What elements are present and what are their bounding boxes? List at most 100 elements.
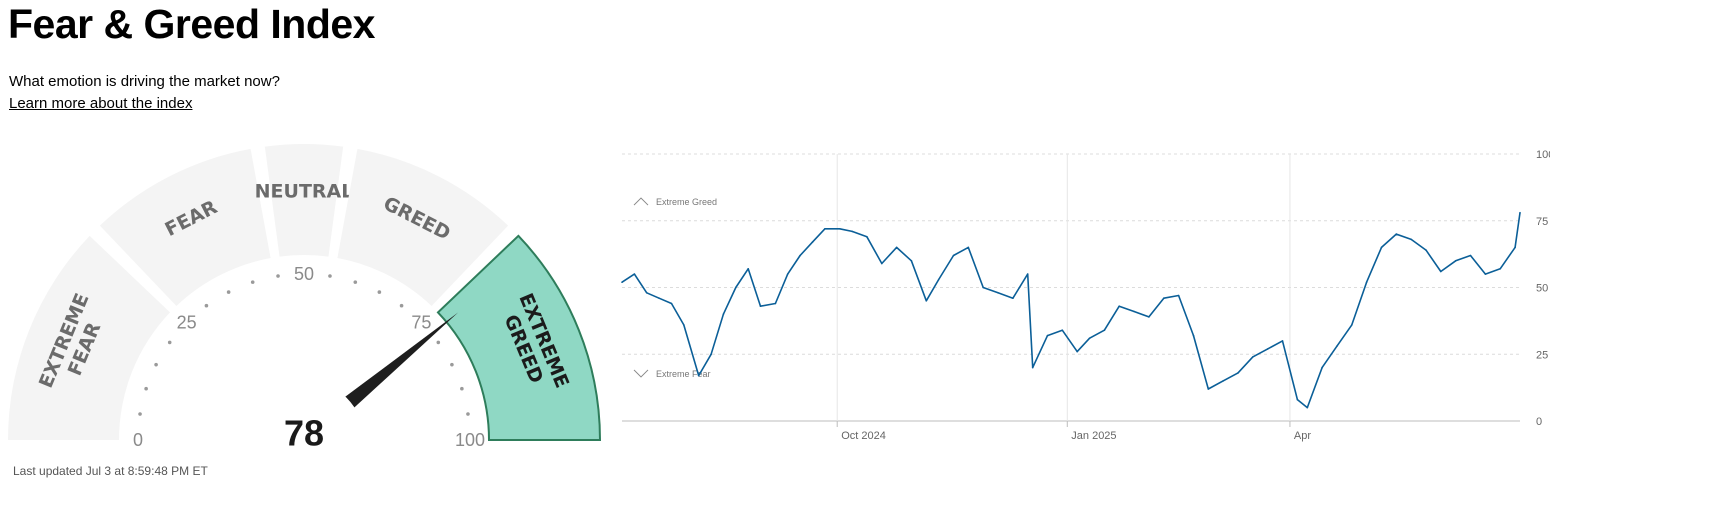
chart-data-point: [621, 281, 623, 283]
gauge-tick-label: 50: [294, 264, 314, 284]
chart-data-point: [633, 273, 636, 275]
chart-x-tick-label: Oct 2024: [841, 430, 886, 442]
chart-data-point: [759, 305, 762, 307]
gauge-tick-dot: [377, 290, 382, 294]
chart-x-ticks: Oct 2024 Jan 2025 Apr: [836, 421, 1311, 442]
learn-more-link[interactable]: Learn more about the index: [9, 95, 193, 112]
chart-data-point: [799, 254, 801, 257]
chart-x-tick-label: Jan 2025: [1071, 430, 1116, 442]
chart-y-tick-label: 100: [1536, 149, 1550, 161]
chart-data-point: [866, 236, 868, 238]
chart-data-point: [1440, 270, 1442, 273]
chart-data-point: [895, 246, 898, 249]
chart-data-point: [1336, 345, 1338, 347]
chart-bands: Extreme Greed Extreme Fear: [633, 197, 717, 379]
chart-band-label: Extreme Fear: [656, 369, 711, 379]
chart-data-point: [967, 246, 970, 249]
gauge-tick-label: 100: [455, 430, 485, 450]
chart-data-point: [1306, 406, 1309, 409]
page-subtitle: What emotion is driving the market now?: [9, 73, 280, 90]
chart-data-point: [747, 268, 749, 270]
chart-data-point: [1321, 366, 1323, 369]
fear-greed-gauge: EXTREMEFEARFEARNEUTRALGREEDEXTREMEGREED …: [8, 143, 602, 460]
chart-data-point: [670, 302, 673, 305]
chart-y-tick-label: 75: [1536, 216, 1548, 228]
chart-data-point: [997, 292, 999, 294]
chart-data-point: [1103, 329, 1106, 331]
chevron-up-icon: [633, 197, 649, 206]
gauge-tick-dot: [204, 303, 209, 308]
chart-data-point: [1148, 316, 1150, 318]
chart-data-point: [1351, 324, 1353, 326]
chart-data-point: [1266, 348, 1269, 350]
chart-data-point: [851, 230, 853, 233]
chart-data-point: [1088, 337, 1091, 339]
gauge-tick-dot: [328, 274, 332, 278]
chart-data-point: [937, 278, 940, 281]
chart-x-tick-label: Apr: [1294, 430, 1311, 442]
gauge-tick-dot: [167, 340, 172, 345]
chart-data-point: [1222, 380, 1224, 382]
chart-data-point: [925, 300, 928, 302]
chart-data-point: [774, 302, 777, 305]
gauge-tick-dot: [466, 412, 470, 416]
chart-data-point: [1380, 246, 1383, 249]
gauge-tick-dot: [399, 303, 404, 308]
chart-data-point: [1177, 294, 1180, 297]
last-updated-text: Last updated Jul 3 at 8:59:48 PM ET: [13, 464, 208, 478]
chart-data-point: [1519, 211, 1521, 214]
chart-data-point: [722, 313, 725, 315]
gauge-segment: [99, 148, 271, 307]
chart-data-point: [824, 228, 826, 230]
gauge-segment-label: NEUTRAL: [255, 181, 354, 203]
chart-data-point: [1395, 233, 1398, 235]
chart-data-point: [1469, 254, 1472, 257]
chart-data-point: [1296, 398, 1299, 401]
chart-series-line: [621, 212, 1521, 409]
chart-data-point: [881, 262, 883, 265]
chart-data-point: [1281, 340, 1284, 342]
gauge-tick-label: 25: [177, 313, 197, 333]
chart-data-point: [1046, 334, 1049, 337]
chart-data-point: [1192, 334, 1195, 337]
gauge-tick-dot: [226, 290, 231, 294]
chart-y-ticks: 0 25 50 75 100: [1536, 149, 1550, 428]
chart-series: [621, 211, 1521, 409]
chart-data-point: [786, 273, 789, 275]
chart-data-point: [658, 297, 660, 299]
chart-data-point: [1252, 356, 1254, 358]
fear-greed-history-chart: Extreme Greed Extreme Fear 0 25 50 75 100 Oct…: [621, 149, 1550, 442]
chart-data-point: [735, 286, 737, 289]
gauge-ticks: [138, 274, 470, 416]
chart-y-tick-label: 25: [1536, 349, 1548, 361]
gauge-value: 78: [284, 413, 324, 454]
gauge-tick-dot: [460, 386, 464, 391]
gauge-segment: [8, 235, 171, 440]
chart-data-point: [683, 324, 685, 326]
gauge-tick-dot: [353, 280, 358, 284]
chart-data-point: [1012, 297, 1014, 299]
chart-data-point: [1514, 246, 1516, 249]
gauge-segment: [436, 234, 602, 441]
gauge-tick-dot: [154, 362, 158, 367]
gauge-tick-dot: [436, 340, 441, 345]
chart-data-point: [1410, 238, 1412, 241]
chart-band-label: Extreme Greed: [656, 197, 717, 207]
gauge-tick-dot: [250, 280, 255, 284]
chart-data-point: [1425, 249, 1427, 251]
gauge-tick-dot: [450, 362, 454, 367]
chart-data-point: [811, 241, 814, 243]
chart-y-tick-label: 0: [1536, 416, 1542, 428]
chart-data-point: [1207, 388, 1210, 390]
chart-y-tick-label: 50: [1536, 283, 1548, 295]
page-title: Fear & Greed Index: [8, 1, 375, 47]
chevron-down-icon: [633, 369, 649, 378]
chart-data-point: [1031, 366, 1034, 369]
gauge-value-hub: [244, 380, 364, 460]
chart-data-point: [838, 228, 841, 230]
chart-data-point: [645, 292, 648, 294]
chart-data-point: [1163, 297, 1165, 299]
chart-data-point: [1118, 305, 1120, 307]
gauge-tick-label: 75: [411, 313, 431, 333]
